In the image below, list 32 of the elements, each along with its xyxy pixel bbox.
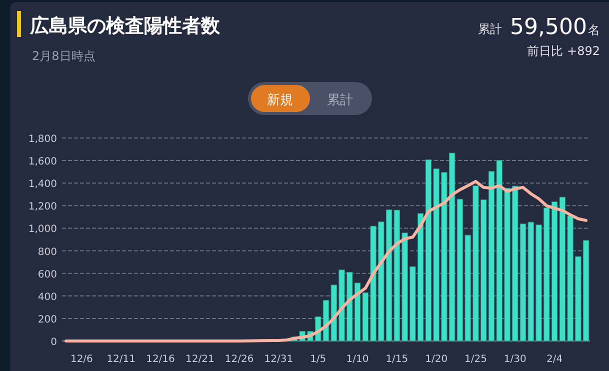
y-tick-label: 1,200 [28,202,57,213]
x-tick-label: 1/10 [346,354,369,365]
y-tick-label: 1,800 [28,134,57,145]
y-tick-label: 1,400 [28,179,57,190]
x-tick-label: 12/16 [146,354,175,365]
x-tick-label: 12/31 [264,354,294,365]
y-tick-label: 600 [38,269,57,280]
x-tick-label: 12/26 [224,354,254,365]
text: 59,500 [510,15,587,40]
x-tick-label: 12/21 [185,354,214,365]
y-tick-label: 1,000 [28,224,57,236]
y-tick-label: 200 [38,314,57,326]
chart-subtitle: 2月8日時点 [32,49,96,63]
y-tick-label: 400 [38,292,57,303]
x-tick-label: 2/4 [546,354,563,365]
y-tick-label: 1,600 [28,156,57,168]
text: 新規 [267,93,293,108]
text: 累計 [478,22,502,36]
x-tick-label: 1/15 [386,354,408,365]
text: 累計 [327,93,353,108]
x-tick-label: 1/25 [464,354,487,365]
y-tick-label: 0 [50,337,57,348]
chart-title: 広島県の検査陽性者数 [29,15,221,37]
x-tick-label: 1/5 [310,354,326,365]
line-series [64,180,588,342]
x-tick-label: 1/30 [504,354,526,365]
x-tick-label: 1/20 [425,354,448,365]
y-tick-label: 800 [38,246,57,258]
text: 前日比 +892 [527,44,600,58]
text: 名 [588,23,600,37]
x-tick-label: 12/6 [70,354,93,365]
x-tick-label: 12/11 [106,354,136,365]
